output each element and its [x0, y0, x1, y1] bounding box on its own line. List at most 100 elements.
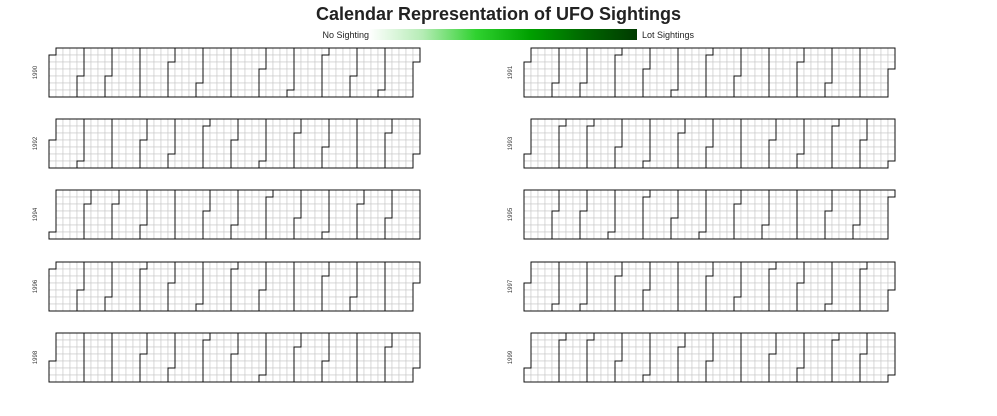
- day-cell: [76, 217, 85, 226]
- day-cell: [223, 339, 232, 348]
- day-cell: [537, 261, 546, 270]
- month-outline: [859, 332, 896, 383]
- day-cell: [356, 217, 365, 226]
- day-cell: [48, 146, 57, 155]
- day-cell: [761, 303, 770, 312]
- day-cell: [181, 360, 190, 369]
- day-cell: [230, 353, 239, 362]
- day-cell: [132, 125, 141, 134]
- day-cell: [649, 196, 658, 205]
- day-cell: [663, 261, 672, 270]
- day-cell: [153, 339, 162, 348]
- day-cell: [363, 75, 372, 84]
- day-cell: [244, 289, 253, 298]
- day-cell: [558, 282, 567, 291]
- day-cell: [321, 224, 330, 233]
- day-cell: [656, 296, 665, 305]
- year-label: 1995: [508, 207, 514, 221]
- day-cell: [530, 339, 539, 348]
- day-cell: [195, 275, 204, 284]
- day-cell: [76, 224, 85, 233]
- day-cell: [230, 203, 239, 212]
- day-cell: [279, 217, 288, 226]
- day-cell: [810, 296, 819, 305]
- day-cell: [97, 231, 106, 240]
- day-cell: [607, 203, 616, 212]
- day-cell: [97, 196, 106, 205]
- day-cell: [635, 374, 644, 383]
- day-cell: [775, 160, 784, 169]
- day-cell: [768, 118, 777, 127]
- day-cell: [251, 203, 260, 212]
- day-cell: [188, 189, 197, 198]
- day-cell: [230, 89, 239, 98]
- day-cell: [593, 54, 602, 63]
- day-cell: [118, 68, 127, 77]
- day-cell: [258, 89, 267, 98]
- day-cell: [796, 339, 805, 348]
- day-cell: [768, 231, 777, 240]
- day-cell: [768, 68, 777, 77]
- day-cell: [209, 296, 218, 305]
- day-cell: [551, 196, 560, 205]
- day-cell: [551, 231, 560, 240]
- day-cell: [572, 268, 581, 277]
- day-cell: [111, 224, 120, 233]
- day-cell: [782, 146, 791, 155]
- day-cell: [852, 289, 861, 298]
- day-cell: [866, 275, 875, 284]
- day-cell: [237, 189, 246, 198]
- day-cell: [572, 82, 581, 91]
- day-cell: [69, 346, 78, 355]
- day-cell: [195, 196, 204, 205]
- day-cell: [733, 282, 742, 291]
- day-cell: [265, 125, 274, 134]
- day-cell: [586, 89, 595, 98]
- day-cell: [300, 89, 309, 98]
- day-cell: [593, 89, 602, 98]
- day-cell: [216, 210, 225, 219]
- year-label: 1991: [508, 65, 514, 79]
- day-cell: [733, 231, 742, 240]
- day-cell: [174, 82, 183, 91]
- day-cell: [111, 339, 120, 348]
- day-cell: [328, 367, 337, 376]
- day-cell: [62, 89, 71, 98]
- day-cell: [873, 346, 882, 355]
- day-cell: [803, 146, 812, 155]
- day-cell: [565, 54, 574, 63]
- day-cell: [691, 282, 700, 291]
- day-cell: [887, 139, 896, 148]
- day-cell: [831, 132, 840, 141]
- day-cell: [139, 217, 148, 226]
- day-cell: [859, 132, 868, 141]
- day-cell: [635, 160, 644, 169]
- day-cell: [146, 282, 155, 291]
- day-cell: [754, 125, 763, 134]
- day-cell: [544, 367, 553, 376]
- day-cell: [719, 139, 728, 148]
- day-cell: [600, 296, 609, 305]
- day-cell: [209, 203, 218, 212]
- day-cell: [523, 217, 532, 226]
- day-cell: [174, 224, 183, 233]
- day-cell: [656, 153, 665, 162]
- day-cell: [55, 160, 64, 169]
- day-cell: [593, 261, 602, 270]
- day-cell: [782, 275, 791, 284]
- day-cell: [803, 224, 812, 233]
- day-cell: [398, 132, 407, 141]
- day-cell: [342, 303, 351, 312]
- day-cell: [845, 261, 854, 270]
- day-cell: [223, 196, 232, 205]
- day-cell: [97, 146, 106, 155]
- day-cell: [621, 303, 630, 312]
- day-cell: [209, 339, 218, 348]
- day-cell: [209, 54, 218, 63]
- day-cell: [293, 339, 302, 348]
- day-cell: [174, 189, 183, 198]
- day-cell: [377, 303, 386, 312]
- day-cell: [195, 374, 204, 383]
- day-cell: [223, 367, 232, 376]
- day-cell: [754, 303, 763, 312]
